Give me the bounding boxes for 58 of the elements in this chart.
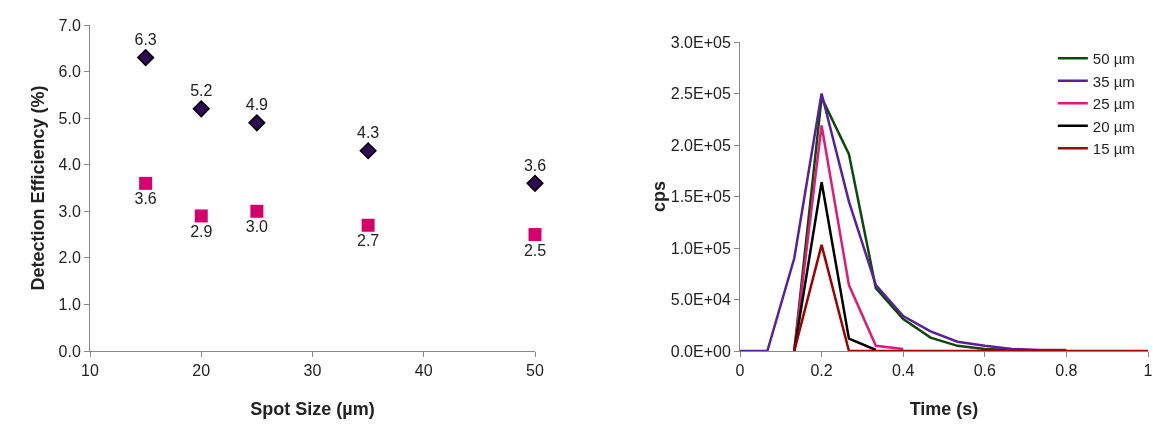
- point: [248, 114, 266, 132]
- data-label: 6.3: [134, 31, 157, 49]
- y-tick-label: 1.0: [58, 296, 81, 314]
- y-tick-label: 7.0: [58, 16, 81, 34]
- point: [139, 176, 153, 190]
- y-tick-label: 4.0: [58, 156, 81, 174]
- y-tick-label: 0.0E+00: [670, 342, 731, 360]
- x-axis-title: Spot Size (µm): [250, 399, 375, 419]
- y-axis-title: Detection Efficiency (%): [28, 85, 48, 291]
- legend-label: 25 µm: [1092, 95, 1135, 113]
- point: [359, 142, 377, 160]
- point: [137, 49, 155, 67]
- legend-label: 15 µm: [1092, 140, 1135, 158]
- x-tick-label: 10: [81, 362, 99, 380]
- data-label: 3.6: [134, 190, 157, 208]
- x-tick-label: 0.6: [973, 362, 997, 380]
- y-axis-title: cps: [648, 180, 669, 213]
- point: [361, 218, 375, 232]
- y-tick-label: 5.0E+04: [670, 291, 731, 309]
- data-label: 2.7: [357, 232, 380, 250]
- y-tick-label: 2.0E+05: [670, 136, 731, 154]
- x-tick-label: 20: [192, 362, 211, 380]
- y-tick-label: 1.0E+05: [670, 239, 731, 257]
- y-tick-label: 2.5E+05: [670, 85, 731, 103]
- x-tick-label: 0.8: [1055, 362, 1078, 380]
- x-tick-label: 40: [414, 362, 433, 380]
- x-tick-label: 0.4: [892, 362, 915, 380]
- y-tick-label: 2.0: [58, 249, 81, 267]
- legend-label: 50 µm: [1092, 50, 1135, 68]
- x-tick-label: 50: [526, 362, 544, 380]
- data-label: 4.3: [357, 124, 380, 142]
- point: [526, 174, 544, 192]
- point: [528, 228, 542, 242]
- x-tick-label: 0.2: [810, 362, 833, 380]
- data-label: 2.9: [190, 223, 213, 241]
- y-tick-label: 6.0: [58, 63, 81, 81]
- x-tick-label: 30: [303, 362, 322, 380]
- data-label: 5.2: [190, 82, 213, 100]
- y-tick-label: 1.5E+05: [670, 188, 731, 206]
- y-tick-label: 3.0: [58, 202, 81, 220]
- y-tick-label: 5.0: [58, 109, 81, 127]
- y-tick-label: 0.0: [58, 342, 81, 360]
- line-series: [793, 180, 878, 351]
- line-series: [793, 124, 905, 351]
- y-tick-label: 3.0E+05: [670, 33, 731, 51]
- line-series: [740, 92, 1068, 351]
- x-axis-title: Time (s): [909, 399, 979, 419]
- x-tick-label: 0: [735, 362, 745, 380]
- legend-label: 20 µm: [1092, 117, 1135, 135]
- data-label: 3.0: [245, 218, 269, 236]
- data-label: 4.9: [245, 96, 269, 114]
- data-label: 3.6: [523, 156, 547, 174]
- x-tick-label: 1: [1143, 362, 1153, 380]
- legend-label: 35 µm: [1092, 72, 1135, 90]
- data-label: 2.5: [523, 241, 547, 259]
- point: [192, 100, 210, 118]
- point: [250, 204, 264, 218]
- point: [194, 209, 208, 223]
